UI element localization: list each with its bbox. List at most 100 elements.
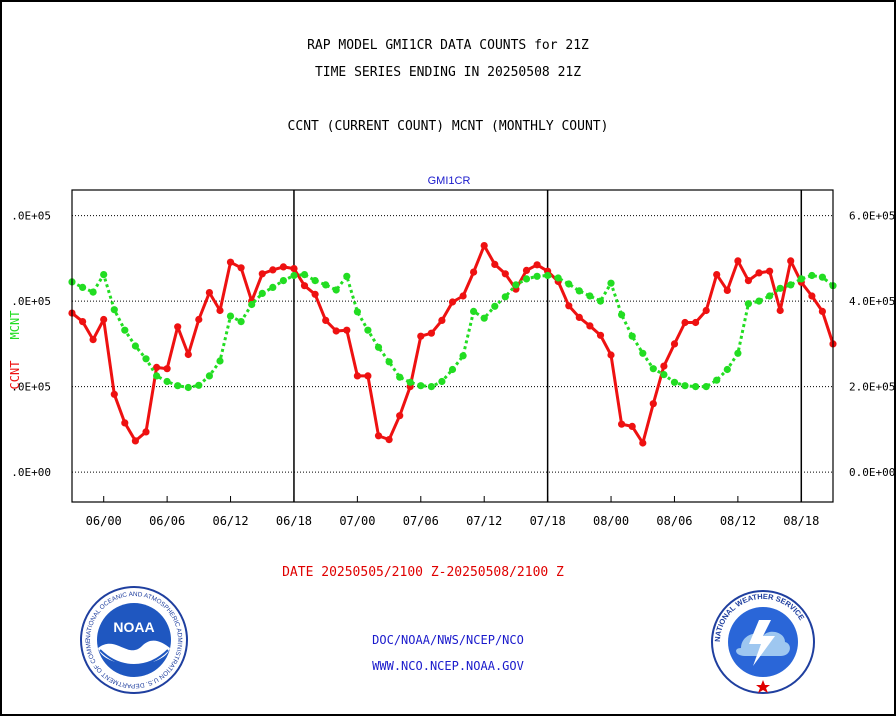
data-point-mcnt	[79, 283, 87, 291]
plot-border	[71, 189, 834, 503]
chart-title-line2: TIME SERIES ENDING IN 20250508 21Z	[314, 65, 582, 80]
data-point-ccnt	[448, 298, 457, 306]
doc-noaa-link[interactable]: DOC/NOAA/NWS/NCEP/NCO	[372, 633, 524, 647]
data-point-mcnt	[131, 342, 139, 350]
x-tick-label: 08/00	[593, 514, 629, 528]
data-point-mcnt	[554, 274, 562, 282]
data-point-ccnt	[100, 315, 108, 324]
data-point-ccnt	[575, 313, 583, 321]
data-point-ccnt	[385, 436, 393, 444]
x-tick-label: 07/12	[466, 514, 502, 528]
data-point-ccnt	[649, 400, 657, 408]
data-point-mcnt	[269, 283, 277, 291]
data-point-ccnt	[121, 419, 129, 427]
data-point-mcnt	[248, 300, 256, 309]
data-point-ccnt	[290, 265, 298, 273]
data-point-ccnt	[681, 318, 689, 327]
data-point-mcnt	[459, 352, 467, 360]
nco-website-link[interactable]: WWW.NCO.NCEP.NOAA.GOV	[372, 659, 524, 673]
data-point-mcnt	[766, 292, 774, 300]
data-point-mcnt	[628, 332, 636, 340]
data-point-ccnt	[311, 290, 319, 298]
data-point-mcnt	[374, 343, 383, 351]
x-tick-label: 08/18	[783, 514, 819, 528]
data-point-mcnt	[396, 373, 404, 381]
data-point-mcnt	[174, 382, 182, 390]
y-tick-label-right: 0.0E+00	[849, 466, 895, 479]
data-point-ccnt	[279, 263, 287, 271]
data-point-ccnt	[470, 268, 478, 276]
data-point-mcnt	[258, 289, 266, 297]
data-point-mcnt	[448, 365, 457, 374]
data-point-mcnt	[618, 311, 626, 319]
x-tick-label: 06/06	[149, 514, 185, 528]
data-point-mcnt	[100, 271, 108, 279]
data-point-ccnt	[808, 292, 816, 300]
data-point-ccnt	[427, 329, 435, 337]
data-point-ccnt	[322, 316, 330, 324]
data-point-mcnt	[681, 382, 689, 390]
data-point-ccnt	[618, 420, 626, 428]
data-point-mcnt	[417, 382, 425, 390]
data-point-mcnt	[501, 293, 509, 301]
data-point-ccnt	[237, 264, 245, 272]
data-point-ccnt	[258, 270, 266, 278]
x-tick-label: 08/12	[720, 514, 756, 528]
data-point-mcnt	[163, 377, 171, 386]
data-point-mcnt	[808, 271, 816, 280]
data-point-mcnt	[565, 280, 573, 288]
data-point-mcnt	[142, 355, 150, 363]
data-point-ccnt	[586, 322, 594, 330]
data-point-ccnt	[596, 331, 605, 339]
data-point-mcnt	[787, 281, 795, 289]
x-tick-label: 07/06	[403, 514, 439, 528]
x-tick-label: 06/00	[86, 514, 122, 528]
data-point-ccnt	[713, 271, 721, 279]
data-point-mcnt	[491, 302, 499, 310]
data-point-ccnt	[776, 306, 784, 315]
data-point-mcnt	[649, 365, 657, 373]
data-point-mcnt	[226, 312, 235, 320]
y-tick-label-right: 4.0E+05	[849, 295, 895, 308]
x-tick-label: 07/18	[530, 514, 566, 528]
data-point-mcnt	[353, 308, 361, 316]
data-point-mcnt	[332, 286, 340, 294]
data-point-mcnt	[470, 307, 478, 315]
data-point-mcnt	[575, 287, 583, 295]
data-point-mcnt	[776, 284, 784, 292]
data-point-mcnt	[702, 383, 710, 391]
data-point-ccnt	[533, 261, 541, 269]
data-point-mcnt	[797, 275, 805, 283]
data-point-ccnt	[226, 258, 235, 266]
data-point-mcnt	[713, 376, 721, 384]
data-point-mcnt	[121, 326, 129, 334]
data-point-mcnt	[438, 377, 446, 386]
data-point-ccnt	[417, 332, 425, 340]
left-axis-label: CCNT MCNT	[8, 311, 22, 390]
data-point-ccnt	[755, 269, 763, 277]
data-point-mcnt	[596, 297, 605, 305]
data-point-mcnt	[544, 271, 552, 280]
data-point-ccnt	[723, 286, 731, 294]
data-point-ccnt	[692, 318, 700, 327]
data-point-ccnt	[787, 257, 795, 265]
data-point-mcnt	[427, 383, 435, 391]
data-point-mcnt	[480, 314, 488, 322]
data-point-ccnt	[480, 242, 488, 250]
data-point-ccnt	[628, 422, 636, 430]
data-point-mcnt	[364, 326, 372, 334]
data-point-mcnt	[237, 318, 245, 326]
data-point-ccnt	[153, 363, 161, 371]
data-point-mcnt	[279, 277, 287, 285]
data-point-mcnt	[311, 277, 319, 285]
date-range: DATE 20250505/2100 Z-20250508/2100 Z	[282, 565, 564, 580]
data-point-mcnt	[153, 372, 161, 380]
data-point-ccnt	[607, 351, 615, 359]
data-point-ccnt	[438, 316, 446, 324]
data-point-mcnt	[818, 273, 827, 281]
noaa-logo-text: NOAA	[113, 619, 154, 635]
data-point-ccnt	[670, 340, 679, 348]
x-tick-label: 06/18	[276, 514, 312, 528]
data-point-mcnt	[290, 271, 298, 280]
